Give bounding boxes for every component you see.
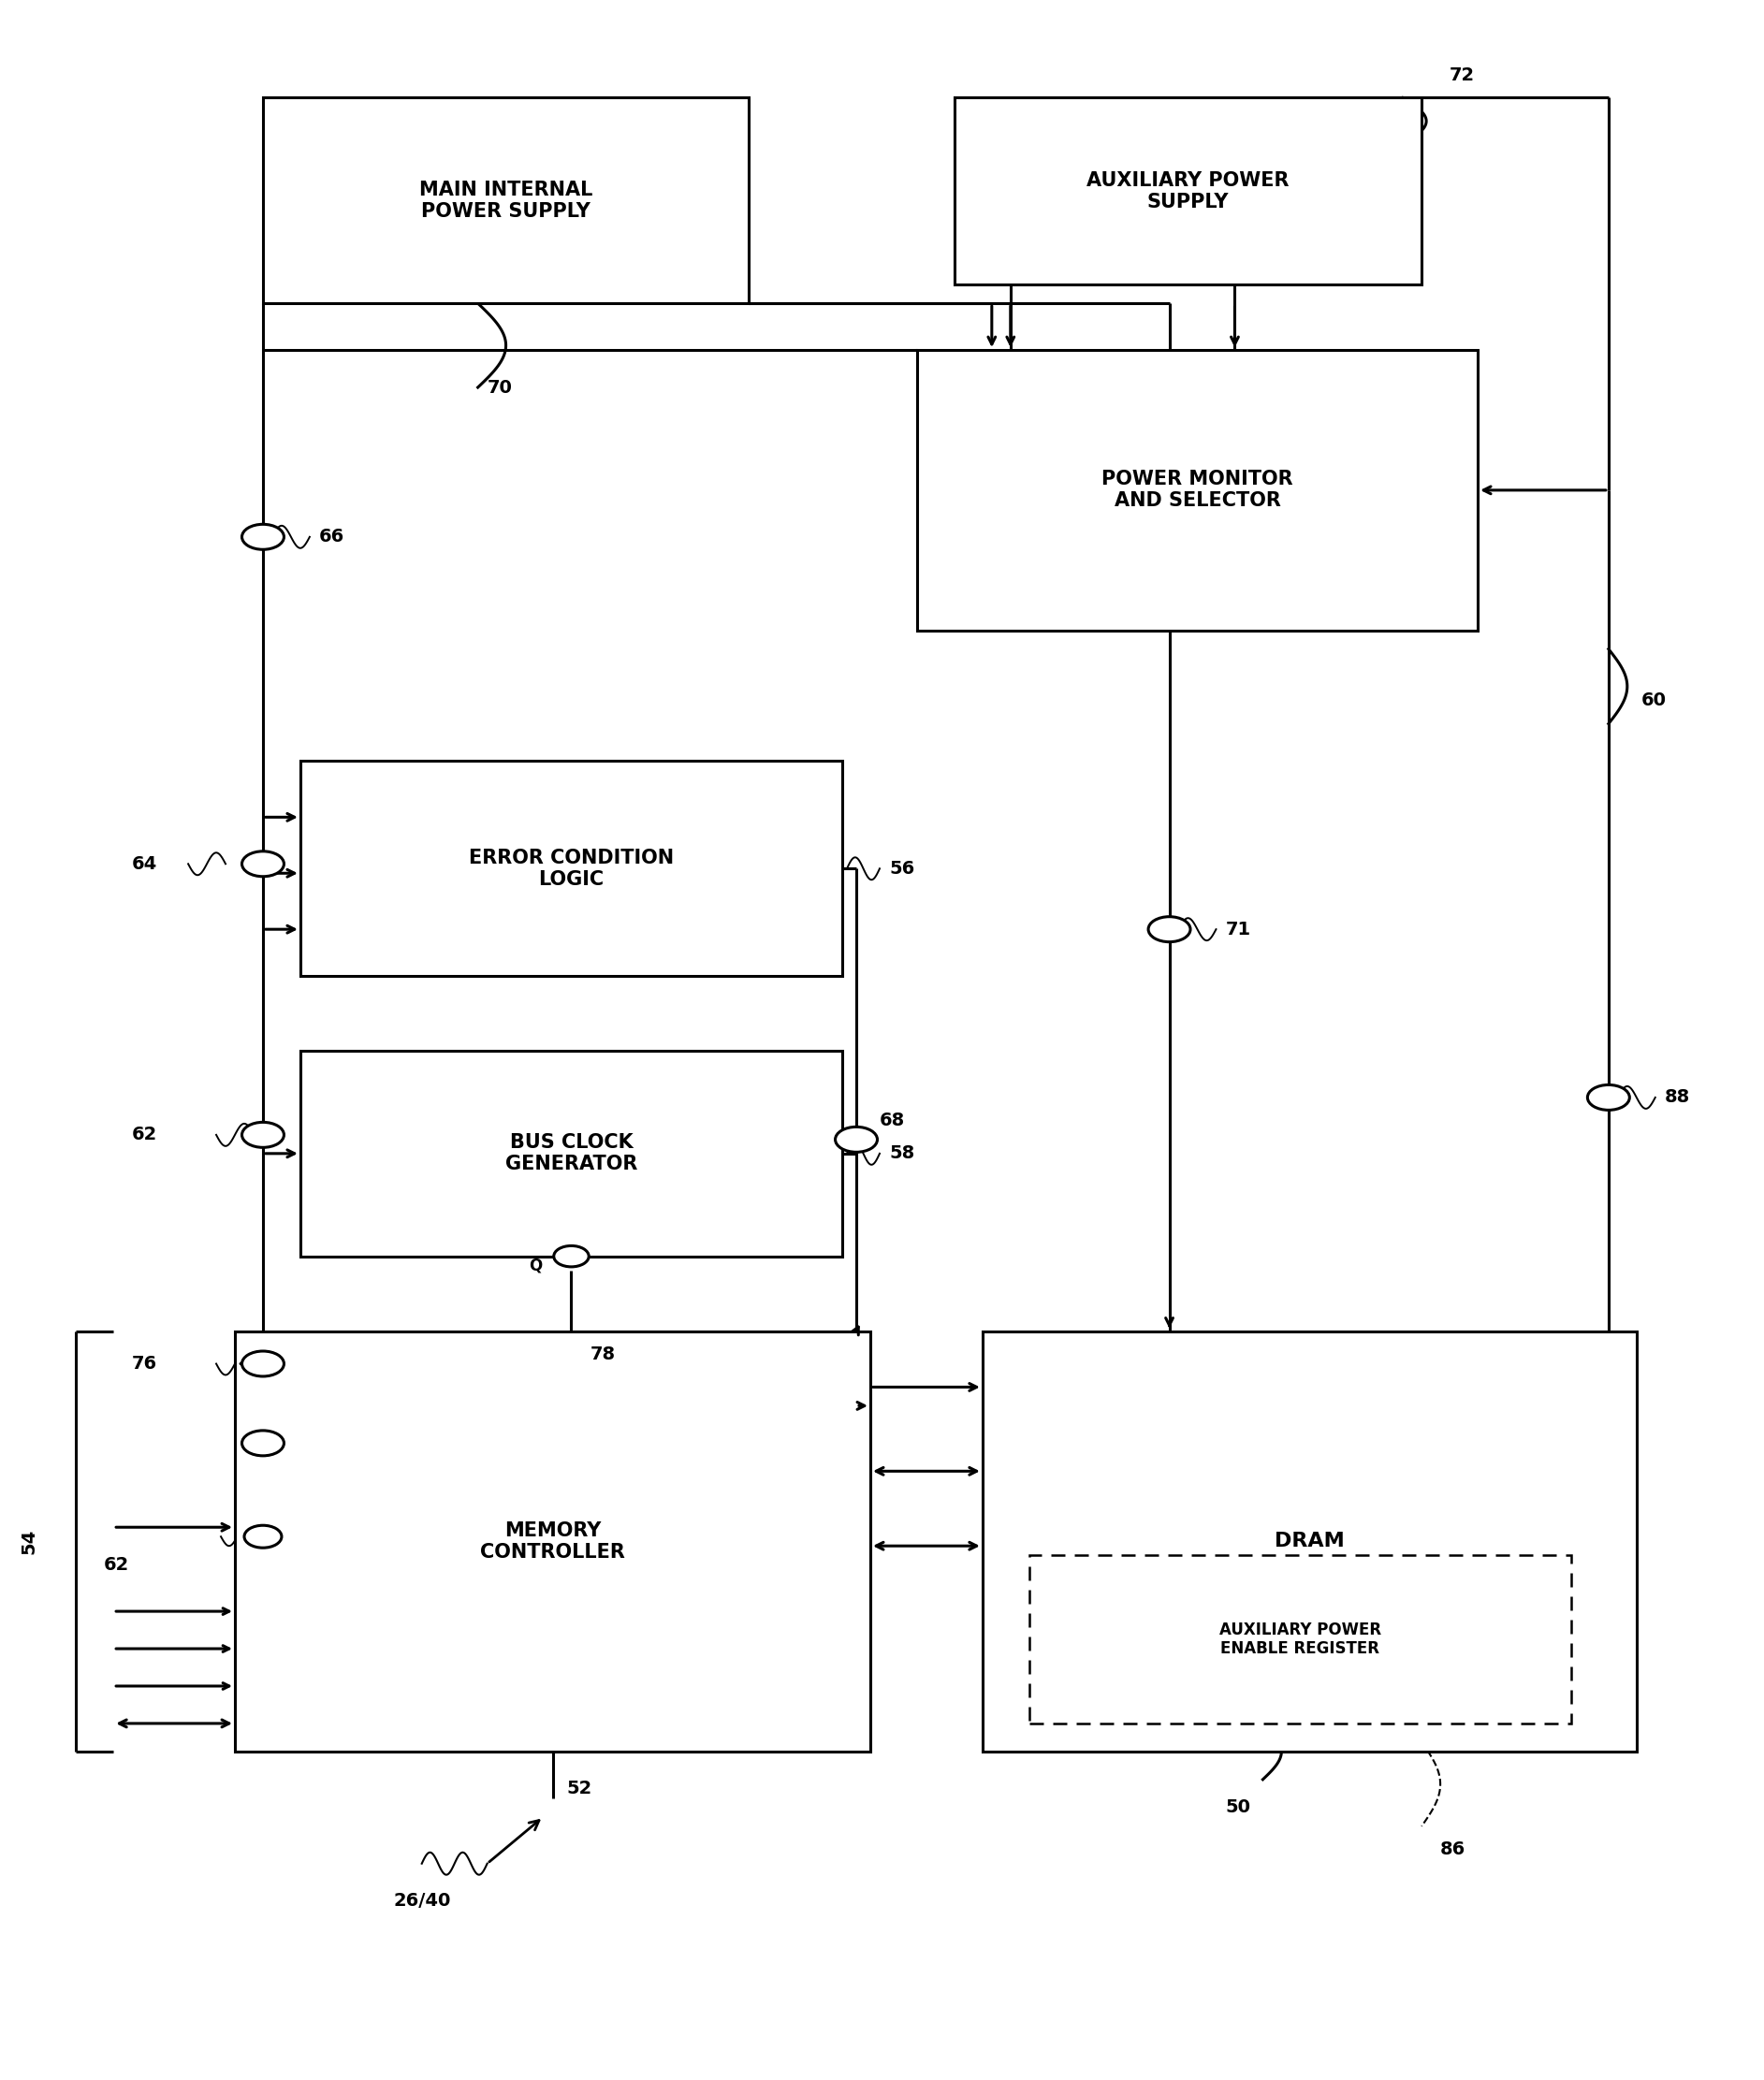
- Text: 52: 52: [566, 1780, 593, 1797]
- Text: 62: 62: [132, 1125, 157, 1144]
- Ellipse shape: [1148, 917, 1191, 942]
- Text: 50: 50: [1226, 1799, 1251, 1816]
- Ellipse shape: [554, 1246, 589, 1267]
- FancyBboxPatch shape: [983, 1331, 1637, 1751]
- Text: 68: 68: [880, 1113, 905, 1129]
- Text: 88: 88: [1665, 1088, 1690, 1107]
- Ellipse shape: [242, 1123, 284, 1148]
- Ellipse shape: [836, 1127, 877, 1152]
- Text: 56: 56: [889, 859, 914, 878]
- Text: 71: 71: [1226, 919, 1251, 938]
- Text: BUS CLOCK
GENERATOR: BUS CLOCK GENERATOR: [505, 1134, 637, 1173]
- Text: Q: Q: [529, 1256, 543, 1275]
- Text: POWER MONITOR
AND SELECTOR: POWER MONITOR AND SELECTOR: [1102, 470, 1293, 510]
- Text: 66: 66: [319, 528, 344, 545]
- FancyBboxPatch shape: [954, 98, 1422, 285]
- Text: 58: 58: [889, 1144, 914, 1163]
- FancyBboxPatch shape: [300, 761, 841, 976]
- Text: 76: 76: [132, 1354, 157, 1373]
- Text: 70: 70: [487, 379, 512, 397]
- Text: 60: 60: [1641, 691, 1667, 709]
- Ellipse shape: [243, 1525, 282, 1548]
- Text: 86: 86: [1441, 1841, 1466, 1857]
- FancyBboxPatch shape: [300, 1050, 841, 1256]
- Ellipse shape: [242, 851, 284, 876]
- Ellipse shape: [242, 1352, 284, 1377]
- Text: 26/40: 26/40: [393, 1893, 452, 1909]
- Text: AUXILIARY POWER
ENABLE REGISTER: AUXILIARY POWER ENABLE REGISTER: [1219, 1620, 1381, 1658]
- Ellipse shape: [242, 524, 284, 549]
- Text: 54: 54: [19, 1529, 37, 1554]
- Ellipse shape: [1588, 1086, 1630, 1111]
- Ellipse shape: [242, 1431, 284, 1456]
- FancyBboxPatch shape: [235, 1331, 870, 1751]
- Text: 64: 64: [132, 855, 157, 874]
- FancyBboxPatch shape: [917, 349, 1478, 630]
- Text: 78: 78: [589, 1346, 616, 1362]
- Text: MEMORY
CONTROLLER: MEMORY CONTROLLER: [480, 1520, 624, 1562]
- Text: 72: 72: [1450, 67, 1475, 83]
- Text: 62: 62: [104, 1556, 129, 1572]
- Text: ERROR CONDITION
LOGIC: ERROR CONDITION LOGIC: [469, 849, 674, 888]
- Text: DRAM: DRAM: [1275, 1531, 1344, 1550]
- FancyBboxPatch shape: [1028, 1556, 1572, 1724]
- FancyBboxPatch shape: [263, 98, 750, 304]
- Text: AUXILIARY POWER
SUPPLY: AUXILIARY POWER SUPPLY: [1087, 171, 1289, 212]
- Text: MAIN INTERNAL
POWER SUPPLY: MAIN INTERNAL POWER SUPPLY: [420, 181, 593, 220]
